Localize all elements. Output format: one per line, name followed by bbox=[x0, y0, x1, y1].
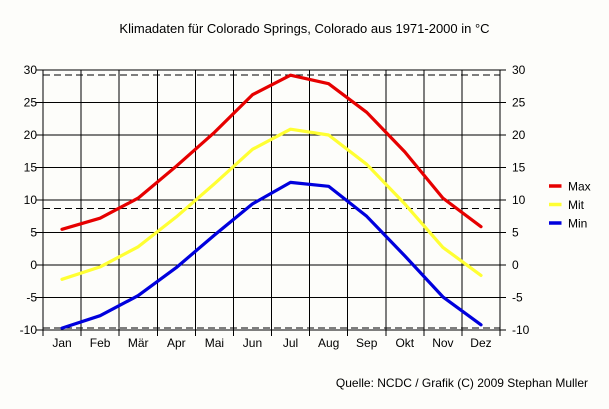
y-axis-label-left: -10 bbox=[20, 323, 38, 337]
x-axis-label: Nov bbox=[432, 336, 453, 350]
y-axis-labels-right: -10 -5 0 5 10 15 20 25 30 bbox=[512, 63, 530, 337]
x-axis-label: Sep bbox=[356, 336, 378, 350]
axis-ticks bbox=[36, 69, 506, 336]
y-axis-label-left: -5 bbox=[26, 291, 37, 305]
y-axis-label-left: 10 bbox=[24, 193, 38, 207]
legend-label-min: Min bbox=[568, 217, 587, 231]
legend-item-max: Max bbox=[549, 180, 591, 194]
legend-item-mit: Mit bbox=[549, 198, 585, 212]
y-axis-label-left: 30 bbox=[24, 63, 38, 77]
x-axis-label: Mär bbox=[128, 336, 149, 350]
y-axis-label-right: 10 bbox=[512, 193, 526, 207]
x-axis-label: Jan bbox=[52, 336, 71, 350]
legend: Max Mit Min bbox=[549, 180, 591, 231]
y-axis-labels-left: -10 -5 0 5 10 15 20 25 30 bbox=[20, 63, 38, 337]
legend-item-min: Min bbox=[549, 217, 587, 231]
y-axis-label-right: 30 bbox=[512, 63, 526, 77]
y-axis-label-left: 25 bbox=[24, 96, 38, 110]
y-axis-label-right: -10 bbox=[512, 323, 530, 337]
y-axis-label-left: 5 bbox=[30, 226, 37, 240]
y-axis-label-right: 0 bbox=[512, 258, 519, 272]
x-axis-label: Okt bbox=[395, 336, 414, 350]
x-axis-label: Aug bbox=[318, 336, 339, 350]
y-axis-label-right: 25 bbox=[512, 96, 526, 110]
y-axis-label-right: 15 bbox=[512, 161, 526, 175]
series-line-max bbox=[60, 73, 483, 231]
y-axis-label-right: -5 bbox=[512, 291, 523, 305]
x-axis-labels: Jan Feb Mär Apr Mai Jun Jul Aug Sep Okt Nov Dez bbox=[52, 336, 491, 350]
y-axis-label-left: 15 bbox=[24, 161, 38, 175]
y-axis-label-right: 20 bbox=[512, 128, 526, 142]
y-axis-label-left: 0 bbox=[30, 258, 37, 272]
series-line-min bbox=[60, 180, 483, 330]
x-axis-label: Apr bbox=[167, 336, 186, 350]
source-credit: Quelle: NCDC / Grafik (C) 2009 Stephan M… bbox=[335, 376, 588, 390]
x-axis-label: Jun bbox=[243, 336, 262, 350]
y-axis-label-right: 5 bbox=[512, 226, 519, 240]
x-axis-label: Jul bbox=[283, 336, 298, 350]
chart-title: Klimadaten für Colorado Springs, Colorad… bbox=[119, 21, 490, 36]
legend-label-mit: Mit bbox=[568, 198, 585, 212]
y-axis-label-left: 20 bbox=[24, 128, 38, 142]
x-axis-label: Feb bbox=[90, 336, 111, 350]
legend-label-max: Max bbox=[568, 180, 591, 194]
series-line-mit bbox=[60, 127, 483, 281]
x-axis-label: Mai bbox=[205, 336, 224, 350]
x-axis-label: Dez bbox=[470, 336, 491, 350]
